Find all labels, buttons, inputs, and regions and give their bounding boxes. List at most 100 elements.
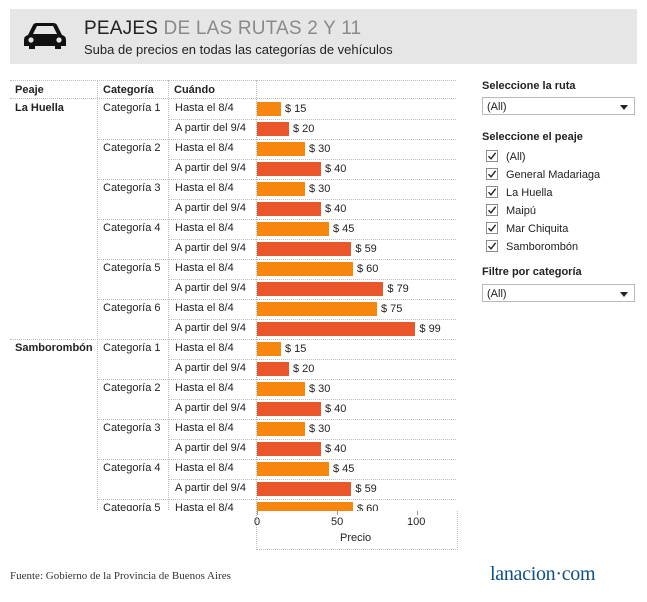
bar <box>257 182 305 196</box>
categoria-cell: Categoría 3 <box>103 422 161 434</box>
bar-value-label: $ 30 <box>309 143 331 155</box>
bar-value-label: $ 20 <box>293 363 315 375</box>
bar-value-label: $ 79 <box>387 283 409 295</box>
row-divider <box>169 199 456 200</box>
checkbox[interactable] <box>486 186 498 198</box>
x-tick-label: 0 <box>254 516 261 528</box>
bar-value-label: $ 59 <box>355 483 377 495</box>
bar <box>257 122 289 136</box>
bar <box>257 462 329 476</box>
bar <box>257 422 305 436</box>
cuando-cell: Hasta el 8/4 <box>175 422 234 434</box>
checkbox[interactable] <box>486 168 498 180</box>
checkbox-label: La Huella <box>506 187 553 199</box>
cuando-cell: Hasta el 8/4 <box>175 262 234 274</box>
checkbox-label: General Madariaga <box>506 169 601 181</box>
bar <box>257 322 416 336</box>
category-divider <box>98 179 456 180</box>
peaje-cell: La Huella <box>15 102 64 114</box>
table-top-border <box>10 80 456 81</box>
checkbox[interactable] <box>486 240 498 252</box>
ruta-filter-label: Seleccione la ruta <box>482 80 576 92</box>
cuando-cell: Hasta el 8/4 <box>175 502 234 511</box>
brand-logo: lanacion·com <box>490 563 596 585</box>
bar-value-label: $ 45 <box>333 223 355 235</box>
categoria-cell: Categoría 5 <box>103 262 161 274</box>
bar <box>257 142 305 156</box>
bar <box>257 262 353 276</box>
row-divider <box>169 319 456 320</box>
col-header-cuando: Cuándo <box>174 84 215 96</box>
categoria-select[interactable]: (All) <box>482 284 635 302</box>
bar-value-label: $ 45 <box>333 463 355 475</box>
ruta-select[interactable]: (All) <box>482 97 635 115</box>
cuando-cell: Hasta el 8/4 <box>175 382 234 394</box>
checkbox-label: Samborombón <box>506 241 579 253</box>
x-tick-label: 100 <box>407 516 426 528</box>
x-tick-label: 50 <box>331 516 344 528</box>
bar-value-label: $ 60 <box>357 263 379 275</box>
category-divider <box>98 419 456 420</box>
bar-value-label: $ 99 <box>419 323 441 335</box>
cuando-cell: A partir del 9/4 <box>175 202 246 214</box>
bar-value-label: $ 40 <box>325 163 347 175</box>
bar <box>257 162 321 176</box>
category-divider <box>98 459 456 460</box>
bar-value-label: $ 40 <box>325 403 347 415</box>
row-divider <box>169 239 456 240</box>
peaje-filter-label: Seleccione el peaje <box>482 131 583 143</box>
categoria-cell: Categoría 1 <box>103 102 161 114</box>
cuando-cell: A partir del 9/4 <box>175 442 246 454</box>
bar-value-label: $ 15 <box>285 103 307 115</box>
x-tick-mark <box>417 511 418 515</box>
x-tick-mark <box>337 511 338 515</box>
column-divider <box>97 80 98 511</box>
categoria-cell: Categoría 1 <box>103 342 161 354</box>
row-divider <box>169 439 456 440</box>
row-divider <box>169 479 456 480</box>
bar <box>257 382 305 396</box>
cuando-cell: A partir del 9/4 <box>175 362 246 374</box>
bar <box>257 282 384 296</box>
bar <box>257 502 353 511</box>
page-title: PEAJES DE LAS RUTAS 2 Y 11 <box>84 18 362 39</box>
checkbox[interactable] <box>486 150 498 162</box>
category-divider <box>98 259 456 260</box>
checkbox[interactable] <box>486 204 498 216</box>
cuando-cell: Hasta el 8/4 <box>175 302 234 314</box>
bar <box>257 242 352 256</box>
row-divider <box>169 159 456 160</box>
bar <box>257 302 377 316</box>
chevron-down-icon <box>620 105 628 110</box>
cuando-cell: A partir del 9/4 <box>175 242 246 254</box>
chevron-down-icon <box>620 292 628 297</box>
bar-value-label: $ 60 <box>357 503 379 511</box>
cuando-cell: A partir del 9/4 <box>175 162 246 174</box>
bar-value-label: $ 20 <box>293 123 315 135</box>
categoria-cell: Categoría 2 <box>103 382 161 394</box>
category-divider <box>98 499 456 500</box>
category-divider <box>98 379 456 380</box>
car-icon <box>24 23 66 49</box>
bar-value-label: $ 40 <box>325 443 347 455</box>
categoria-select-value: (All) <box>487 288 507 300</box>
cuando-cell: A partir del 9/4 <box>175 322 246 334</box>
bar <box>257 102 281 116</box>
categoria-cell: Categoría 6 <box>103 302 161 314</box>
header-banner: PEAJES DE LAS RUTAS 2 Y 11 Suba de preci… <box>10 9 637 64</box>
ruta-select-value: (All) <box>487 101 507 113</box>
categoria-cell: Categoría 2 <box>103 142 161 154</box>
bar-value-label: $ 75 <box>381 303 403 315</box>
bar-value-label: $ 30 <box>309 383 331 395</box>
header-divider <box>10 98 456 99</box>
bar-value-label: $ 15 <box>285 343 307 355</box>
category-divider <box>98 299 456 300</box>
column-divider <box>168 80 169 511</box>
checkbox[interactable] <box>486 222 498 234</box>
category-divider <box>98 219 456 220</box>
row-divider <box>169 119 456 120</box>
peaje-cell: Samborombón <box>15 342 93 354</box>
checkbox-label: Mar Chiquita <box>506 223 569 235</box>
bar-value-label: $ 30 <box>309 183 331 195</box>
data-table: Peaje Categoría Cuándo La Huella Categorí… <box>10 80 456 511</box>
